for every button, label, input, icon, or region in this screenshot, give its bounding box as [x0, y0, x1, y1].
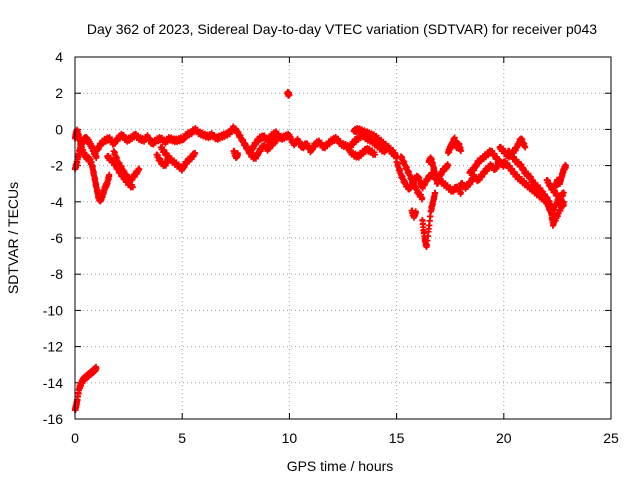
x-tick-label: 25 — [603, 430, 619, 446]
data-point — [522, 144, 529, 151]
y-tick-label: -12 — [43, 339, 63, 355]
y-tick-label: -6 — [51, 230, 64, 246]
y-tick-label: 0 — [55, 121, 63, 137]
data-point — [457, 189, 464, 196]
y-tick-label: 4 — [55, 49, 63, 65]
y-tick-label: -2 — [51, 158, 64, 174]
data-point — [93, 153, 100, 160]
data-point — [136, 166, 143, 173]
data-point — [372, 151, 379, 158]
y-axis-ticks: 4 2 0 -2 -4 -6 -8 -10 -12 -14 -16 — [43, 49, 611, 427]
y-tick-label: -14 — [43, 375, 63, 391]
data-points — [72, 88, 569, 414]
data-point — [234, 151, 241, 158]
data-point — [286, 92, 293, 99]
data-point — [129, 184, 136, 191]
data-point — [419, 195, 426, 202]
data-point — [192, 149, 199, 156]
x-axis-ticks: 0 5 10 15 20 25 — [71, 57, 619, 446]
data-point — [562, 162, 569, 169]
data-point — [560, 189, 567, 196]
y-axis-label: SDTVAR / TECUs — [5, 182, 21, 294]
x-tick-label: 10 — [282, 430, 298, 446]
data-point — [560, 202, 567, 209]
x-axis-label: GPS time / hours — [287, 458, 394, 474]
data-point — [93, 365, 100, 372]
data-point — [445, 162, 452, 169]
y-tick-label: -10 — [43, 302, 63, 318]
y-tick-label: -16 — [43, 411, 63, 427]
x-tick-label: 0 — [71, 430, 79, 446]
data-point — [552, 213, 559, 220]
plot-frame — [74, 56, 612, 420]
chart-title: Day 362 of 2023, Sidereal Day-to-day VTE… — [87, 21, 597, 37]
y-tick-label: 2 — [55, 85, 63, 101]
grid — [74, 56, 612, 420]
data-point — [273, 137, 280, 144]
data-point — [432, 189, 439, 196]
y-tick-label: -4 — [51, 194, 64, 210]
y-tick-label: -8 — [51, 266, 64, 282]
data-point — [166, 153, 173, 160]
x-tick-label: 15 — [389, 430, 405, 446]
data-point — [106, 171, 113, 178]
data-point — [457, 148, 464, 155]
x-tick-label: 5 — [178, 430, 186, 446]
data-point — [412, 209, 419, 216]
x-tick-label: 20 — [496, 430, 512, 446]
